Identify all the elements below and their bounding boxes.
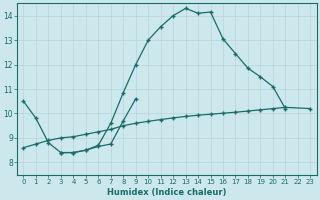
- X-axis label: Humidex (Indice chaleur): Humidex (Indice chaleur): [107, 188, 227, 197]
